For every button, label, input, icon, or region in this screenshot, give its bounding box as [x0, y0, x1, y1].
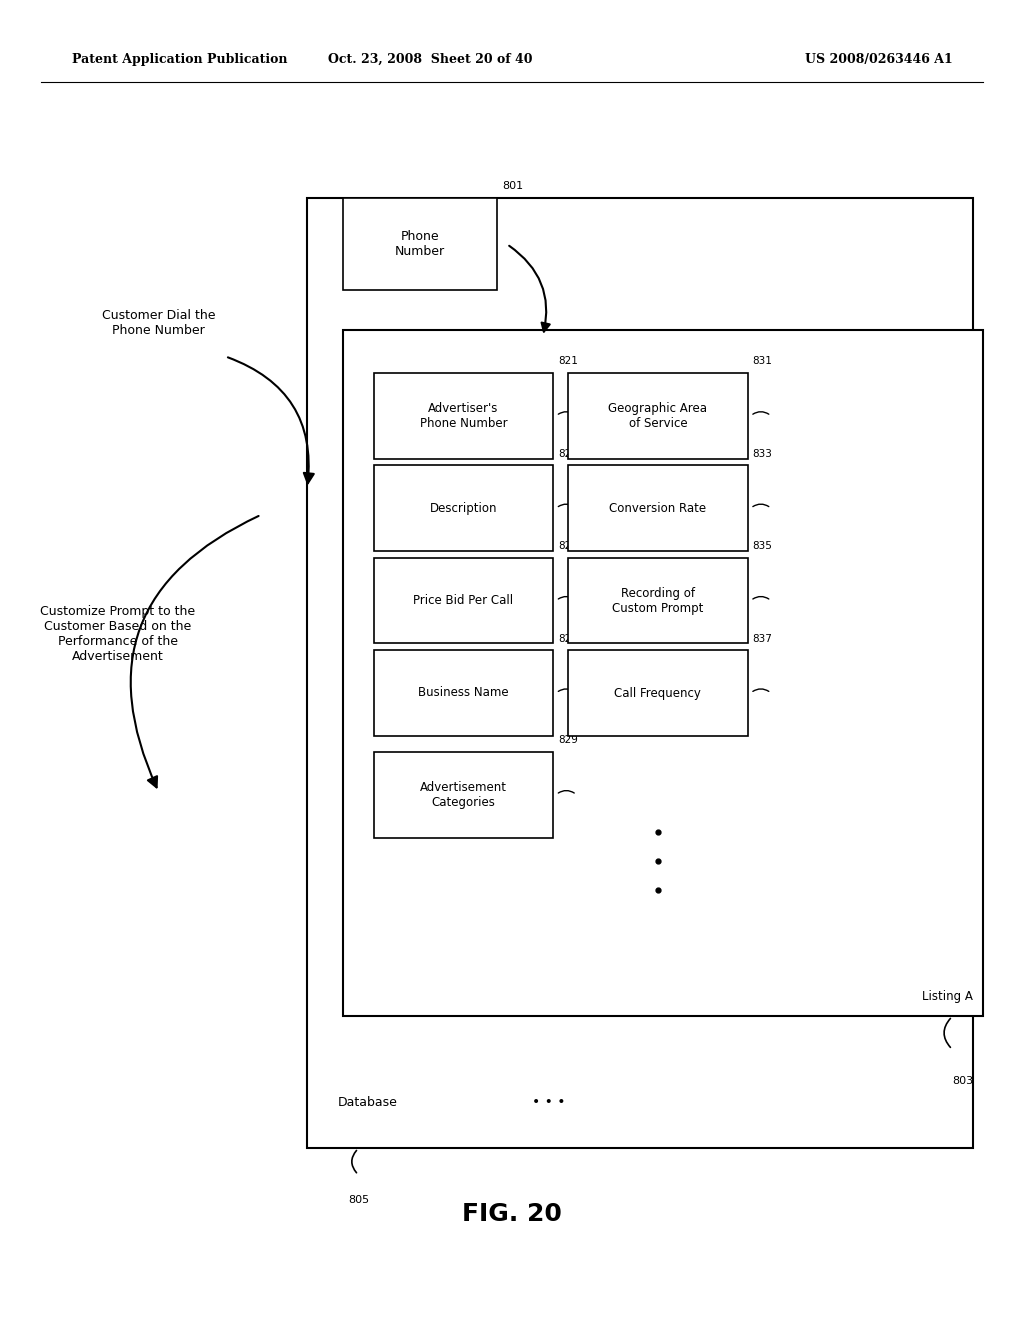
- Text: Listing A: Listing A: [922, 990, 973, 1003]
- Text: FIG. 20: FIG. 20: [462, 1203, 562, 1226]
- FancyBboxPatch shape: [307, 198, 973, 1148]
- Text: Call Frequency: Call Frequency: [614, 686, 701, 700]
- FancyBboxPatch shape: [374, 466, 553, 552]
- Text: 823: 823: [558, 449, 578, 459]
- Text: 833: 833: [753, 449, 772, 459]
- FancyBboxPatch shape: [374, 557, 553, 643]
- FancyBboxPatch shape: [568, 466, 748, 552]
- Text: Recording of
Custom Prompt: Recording of Custom Prompt: [612, 586, 703, 615]
- FancyBboxPatch shape: [568, 649, 748, 737]
- Text: Conversion Rate: Conversion Rate: [609, 502, 707, 515]
- FancyBboxPatch shape: [374, 751, 553, 837]
- FancyArrowPatch shape: [228, 358, 313, 483]
- FancyBboxPatch shape: [343, 198, 497, 290]
- Text: 801: 801: [502, 181, 523, 191]
- Text: Business Name: Business Name: [418, 686, 509, 700]
- Text: 827: 827: [558, 634, 578, 644]
- Text: Geographic Area
of Service: Geographic Area of Service: [608, 401, 708, 430]
- Text: Description: Description: [430, 502, 497, 515]
- FancyBboxPatch shape: [374, 649, 553, 737]
- Text: Advertiser's
Phone Number: Advertiser's Phone Number: [420, 401, 507, 430]
- Text: 831: 831: [753, 356, 772, 366]
- FancyBboxPatch shape: [374, 372, 553, 458]
- Text: Patent Application Publication: Patent Application Publication: [72, 53, 287, 66]
- FancyArrowPatch shape: [509, 246, 550, 331]
- Text: Phone
Number: Phone Number: [395, 230, 444, 259]
- Text: 803: 803: [952, 1076, 973, 1086]
- Text: 829: 829: [558, 735, 578, 744]
- Text: Customize Prompt to the
Customer Based on the
Performance of the
Advertisement: Customize Prompt to the Customer Based o…: [40, 605, 196, 663]
- Text: Database: Database: [338, 1096, 397, 1109]
- Text: 821: 821: [558, 356, 578, 366]
- Text: 837: 837: [753, 634, 772, 644]
- FancyArrowPatch shape: [131, 516, 259, 787]
- Text: Advertisement
Categories: Advertisement Categories: [420, 780, 507, 809]
- Text: 825: 825: [558, 541, 578, 552]
- FancyBboxPatch shape: [343, 330, 983, 1016]
- Text: 805: 805: [348, 1195, 369, 1205]
- Text: Price Bid Per Call: Price Bid Per Call: [414, 594, 513, 607]
- Text: 835: 835: [753, 541, 772, 552]
- FancyBboxPatch shape: [568, 557, 748, 643]
- Text: US 2008/0263446 A1: US 2008/0263446 A1: [805, 53, 952, 66]
- FancyBboxPatch shape: [568, 372, 748, 458]
- Text: Customer Dial the
Phone Number: Customer Dial the Phone Number: [102, 309, 215, 338]
- Text: • • •: • • •: [532, 1096, 566, 1109]
- Text: Oct. 23, 2008  Sheet 20 of 40: Oct. 23, 2008 Sheet 20 of 40: [328, 53, 532, 66]
